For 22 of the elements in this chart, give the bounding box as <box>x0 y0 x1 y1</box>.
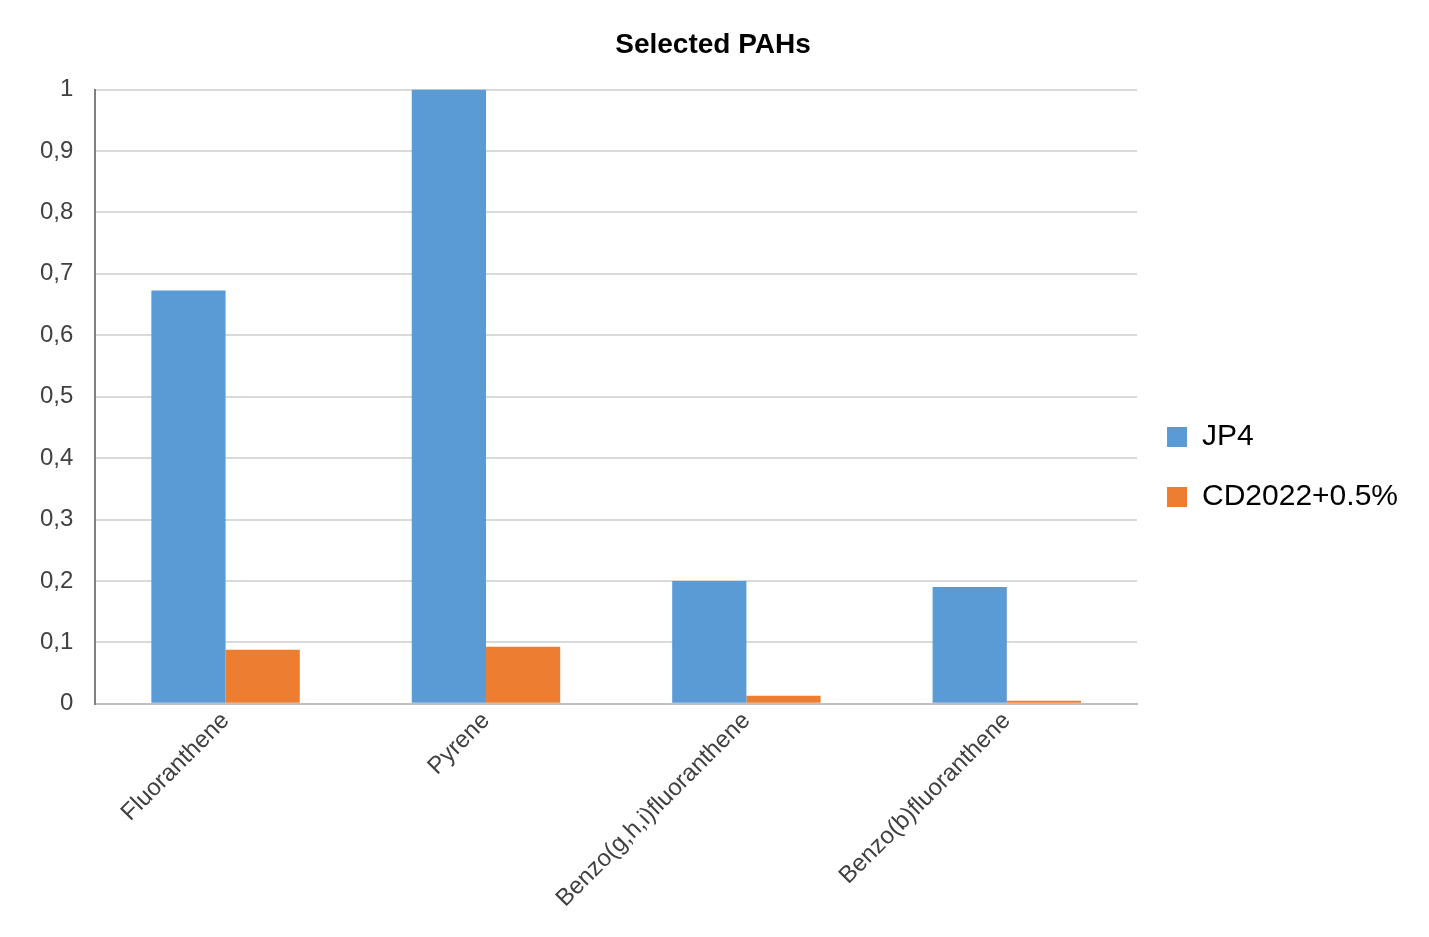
y-tick-label: 0,5 <box>39 381 74 409</box>
bar <box>932 587 1007 703</box>
bar <box>1006 700 1082 703</box>
legend-label: JP4 <box>1202 418 1254 452</box>
bar <box>746 695 821 703</box>
y-tick-label: 0,6 <box>39 319 74 347</box>
y-tick-label: 1 <box>60 74 74 102</box>
bar <box>225 649 300 703</box>
bar <box>151 290 226 703</box>
chart-title: Selected PAHs <box>615 27 811 59</box>
bar <box>411 89 486 703</box>
y-tick-label: 0,1 <box>39 626 74 654</box>
bar <box>485 646 561 703</box>
y-tick-label: 0,4 <box>39 442 74 470</box>
legend-label: CD2022+0.5% <box>1202 478 1398 512</box>
y-tick-label: 0 <box>60 688 74 716</box>
y-tick-label: 0,3 <box>39 504 74 532</box>
y-tick-label: 0,8 <box>39 197 74 225</box>
bar <box>672 580 747 703</box>
y-tick-label: 0,9 <box>39 135 74 163</box>
y-tick-label: 0,2 <box>39 565 74 593</box>
y-tick-label: 0,7 <box>39 258 74 286</box>
